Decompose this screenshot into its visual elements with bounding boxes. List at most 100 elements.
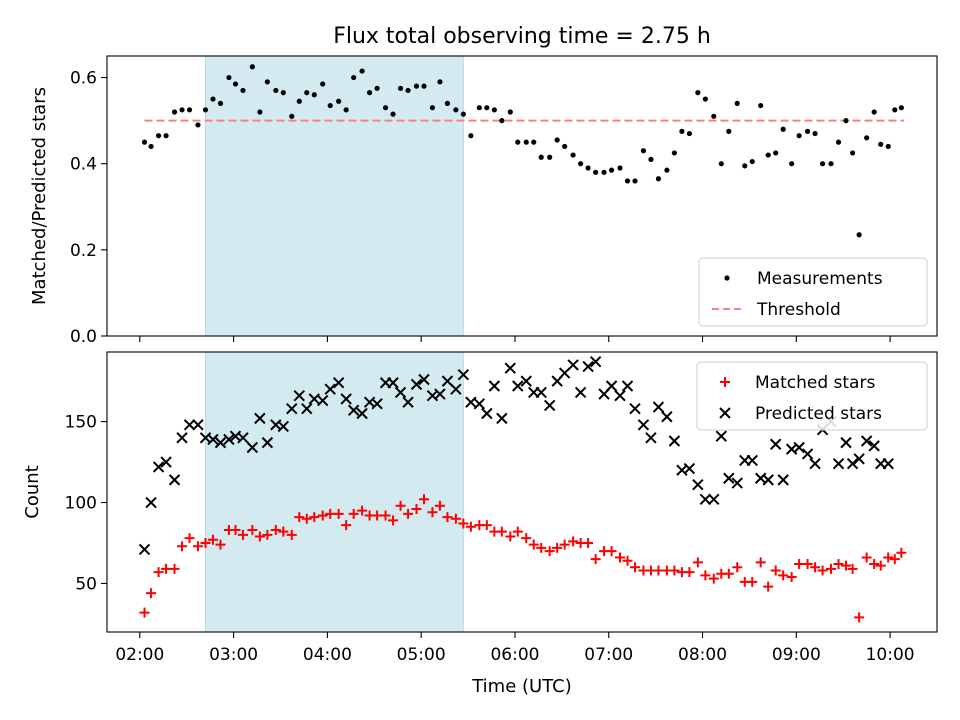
- data-point: [622, 555, 633, 566]
- y-tick-label: 100: [65, 494, 97, 514]
- data-point: [544, 546, 555, 557]
- data-point: [732, 562, 743, 573]
- data-point: [669, 565, 680, 576]
- data-point: [473, 398, 486, 410]
- data-point: [578, 161, 584, 167]
- data-point: [476, 105, 482, 111]
- data-point: [450, 383, 462, 395]
- series-matched-stars: [139, 494, 907, 623]
- data-point: [427, 507, 438, 518]
- data-point: [179, 107, 185, 113]
- data-point: [847, 563, 858, 574]
- legend-label: Measurements: [757, 269, 883, 289]
- data-point: [273, 87, 279, 94]
- data-point: [849, 150, 856, 156]
- data-point: [468, 133, 474, 139]
- data-point: [585, 165, 591, 171]
- data-point: [515, 139, 521, 145]
- data-point: [261, 436, 274, 449]
- legend-label: Threshold: [756, 300, 841, 320]
- data-point: [898, 105, 904, 111]
- data-point: [207, 534, 218, 545]
- data-point: [615, 552, 626, 563]
- data-point: [645, 432, 657, 444]
- data-point: [488, 380, 501, 392]
- data-point: [301, 402, 313, 415]
- y-tick-label: 0.6: [70, 69, 97, 89]
- data-point: [846, 457, 859, 470]
- data-point: [531, 139, 537, 145]
- data-point: [758, 102, 764, 109]
- data-point: [308, 393, 320, 405]
- data-point: [171, 109, 178, 115]
- data-point: [343, 107, 349, 113]
- data-point: [387, 377, 399, 389]
- data-point: [801, 448, 814, 460]
- data-point: [286, 529, 297, 540]
- data-point: [301, 513, 312, 524]
- data-point: [746, 454, 758, 467]
- data-point: [351, 74, 357, 81]
- data-point: [153, 567, 164, 578]
- data-point: [340, 393, 352, 405]
- data-point: [617, 165, 623, 171]
- chart-title: Flux total observing time = 2.75 h: [333, 24, 711, 49]
- data-point: [843, 118, 849, 124]
- data-point: [614, 389, 626, 402]
- data-point: [374, 85, 380, 91]
- data-point: [778, 570, 789, 581]
- data-point: [726, 128, 732, 134]
- data-point: [819, 161, 826, 167]
- y-tick-label: 150: [65, 413, 97, 433]
- data-point: [405, 87, 411, 94]
- data-point: [789, 161, 795, 167]
- x-tick-label: 07:00: [584, 645, 633, 665]
- data-point: [632, 178, 638, 184]
- data-point: [169, 563, 180, 574]
- observing-window-span: [205, 352, 464, 632]
- data-point: [138, 543, 151, 556]
- data-point: [699, 493, 712, 505]
- data-point: [896, 547, 907, 558]
- data-point: [421, 83, 427, 89]
- data-point: [543, 399, 556, 412]
- data-point: [889, 554, 900, 565]
- data-point: [621, 380, 634, 392]
- data-point: [810, 562, 821, 573]
- data-point: [289, 113, 295, 119]
- data-point: [237, 432, 249, 444]
- data-point: [864, 135, 870, 141]
- y-axis-label: Matched/Predicted stars: [29, 87, 50, 305]
- data-point: [853, 453, 865, 465]
- legend-label: Predicted stars: [755, 404, 882, 424]
- data-point: [444, 100, 451, 106]
- data-point: [254, 531, 265, 542]
- data-point: [777, 474, 789, 486]
- data-point: [856, 232, 862, 238]
- data-point: [155, 133, 162, 139]
- legend-marker: [724, 275, 730, 281]
- data-point: [148, 143, 154, 150]
- data-point: [742, 163, 748, 169]
- data-point: [139, 607, 150, 618]
- data-point: [841, 560, 852, 571]
- legend-label: Matched stars: [755, 373, 875, 393]
- data-point: [883, 552, 894, 563]
- x-tick-label: 08:00: [678, 645, 727, 665]
- data-point: [177, 541, 188, 552]
- data-point: [429, 105, 436, 111]
- data-point: [457, 368, 470, 381]
- data-point: [327, 102, 333, 109]
- data-point: [418, 373, 430, 386]
- data-point: [382, 105, 389, 111]
- data-point: [347, 404, 360, 416]
- data-point: [311, 92, 317, 98]
- data-point: [892, 107, 898, 113]
- data-point: [734, 100, 740, 106]
- y-axis-label: Count: [22, 465, 43, 518]
- data-point: [286, 402, 298, 415]
- y-tick-label: 0.0: [70, 327, 97, 347]
- data-point: [207, 433, 219, 446]
- data-point: [664, 167, 670, 173]
